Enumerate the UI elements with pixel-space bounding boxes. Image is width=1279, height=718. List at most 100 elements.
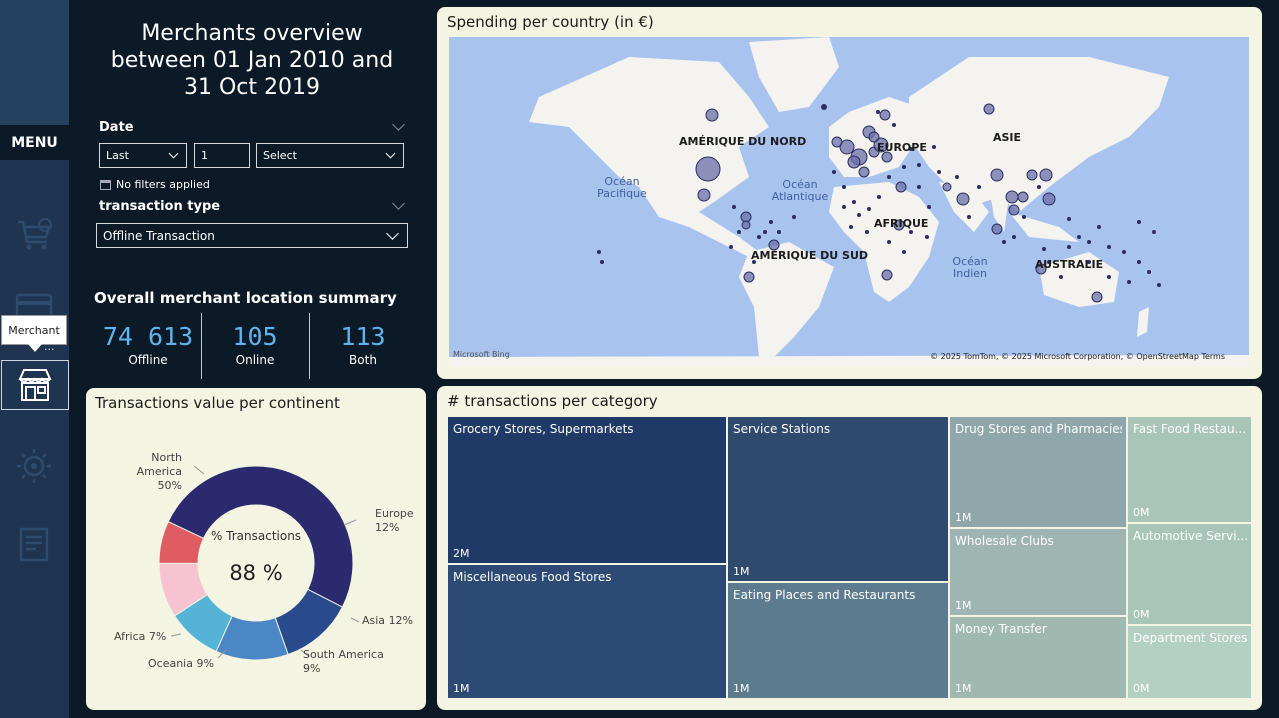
kpi-divider bbox=[201, 313, 202, 379]
donut-label-oceania: Oceania 9% bbox=[148, 657, 214, 671]
donut-leader-line bbox=[300, 649, 309, 657]
treemap-chart[interactable]: Grocery Stores, Supermarkets 2M Miscellane… bbox=[447, 416, 1252, 699]
page-title: Merchants overview between 01 Jan 2010 a… bbox=[110, 21, 394, 100]
more-options-icon[interactable]: ... bbox=[44, 340, 55, 353]
donut-label-name: Oceania bbox=[148, 657, 193, 670]
cart-icon[interactable] bbox=[10, 210, 58, 258]
kpi-offline-label: Offline bbox=[128, 353, 168, 367]
bing-logo: Microsoft Bing bbox=[453, 350, 510, 359]
world-map[interactable]: AMÉRIQUE DU NORD EUROPE ASIE AFRIQUE AMÉ… bbox=[449, 37, 1249, 367]
donut-label-value: 50% bbox=[157, 479, 182, 492]
donut-label-south-america: South America 9% bbox=[303, 648, 384, 676]
map-label-africa: AFRIQUE bbox=[874, 217, 929, 230]
date-count-value: 1 bbox=[201, 149, 208, 162]
map-card: Spending per country (in €) bbox=[437, 7, 1262, 379]
map-land-svg bbox=[449, 37, 1249, 367]
treemap-tile-value: 1M bbox=[733, 682, 750, 695]
donut-label-value: 12% bbox=[388, 614, 414, 627]
no-filters-status: No filters applied bbox=[100, 178, 210, 191]
chevron-down-icon bbox=[385, 148, 396, 159]
treemap-tile-value: 1M bbox=[955, 599, 972, 612]
map-label-australia: AUSTRALIE bbox=[1035, 258, 1104, 271]
donut-slice-africa[interactable] bbox=[158, 521, 205, 564]
donut-leader-line bbox=[217, 649, 227, 659]
sidebar bbox=[0, 0, 69, 718]
cart-icon-svg bbox=[18, 218, 52, 250]
donut-label-europe: Europe 12% bbox=[375, 507, 414, 535]
donut-label-value: 12% bbox=[375, 521, 400, 534]
treemap-tile-value: 2M bbox=[453, 547, 470, 560]
donut-label-name: Africa bbox=[114, 630, 146, 643]
kpi-offline-value: 74 613 bbox=[102, 322, 194, 351]
map-label-north-america: AMÉRIQUE DU NORD bbox=[679, 135, 807, 148]
calendar-icon bbox=[100, 179, 111, 190]
donut-leader-line bbox=[170, 633, 182, 637]
donut-card: Transactions value per continent % Trans… bbox=[86, 388, 426, 710]
map-label-south-america: AMÉRIQUE DU SUD bbox=[751, 249, 869, 262]
summary-title: Overall merchant location summary bbox=[94, 289, 397, 307]
kpi-online-value: 105 bbox=[232, 322, 278, 351]
treemap-tile[interactable]: Grocery Stores, Supermarkets 2M bbox=[447, 416, 727, 564]
donut-label-name: Asia bbox=[362, 614, 386, 627]
map-label-indian: Océan Indien bbox=[952, 255, 988, 280]
treemap-tile[interactable]: Money Transfer 1M bbox=[949, 616, 1127, 699]
donut-center-value: 88 % bbox=[229, 561, 283, 585]
transaction-type-select[interactable]: Offline Transaction bbox=[96, 223, 408, 248]
treemap-tile[interactable]: Eating Places and Restaurants 1M bbox=[727, 582, 949, 699]
treemap-tile-value: 1M bbox=[955, 511, 972, 524]
treemap-tile[interactable]: Automotive Servi... 0M bbox=[1127, 523, 1252, 625]
donut-label-name: Europe bbox=[375, 507, 414, 520]
donut-center-label: % Transactions bbox=[210, 529, 302, 543]
map-credit[interactable]: © 2025 TomTom, © 2025 Microsoft Corporat… bbox=[930, 352, 1225, 361]
kpi-online-label: Online bbox=[235, 353, 275, 367]
donut-label-north-america: North America 50% bbox=[106, 451, 182, 493]
donut-label-name: North America bbox=[136, 451, 182, 478]
donut-title: Transactions value per continent bbox=[95, 394, 340, 412]
type-collapse-icon[interactable] bbox=[392, 197, 405, 210]
map-label-europe: EUROPE bbox=[877, 141, 927, 154]
chevron-down-icon bbox=[168, 148, 179, 159]
treemap-tile-label: Grocery Stores, Supermarkets bbox=[453, 422, 634, 436]
donut-slice-north-america[interactable] bbox=[167, 465, 354, 608]
donut-label-asia: Asia 12% bbox=[362, 614, 413, 628]
store-icon[interactable] bbox=[1, 360, 69, 410]
merchant-tooltip: Merchant bbox=[1, 315, 67, 345]
map-label-atlantic: Océan Atlantique bbox=[771, 178, 829, 203]
donut-leader-line bbox=[350, 617, 360, 623]
treemap-tile-value: 1M bbox=[955, 682, 972, 695]
donut-leader-line bbox=[343, 519, 357, 526]
map-label-pacific: Océan Pacifique bbox=[597, 175, 647, 200]
tooltip-arrow bbox=[28, 344, 42, 352]
treemap-tile[interactable]: Department Stores 0M bbox=[1127, 625, 1252, 699]
menu-button[interactable]: MENU bbox=[0, 125, 69, 160]
treemap-tile[interactable]: Service Stations 1M bbox=[727, 416, 949, 582]
treemap-tile[interactable]: Drug Stores and Pharmacies 1M bbox=[949, 416, 1127, 528]
date-unit-value: Select bbox=[263, 149, 297, 162]
no-filters-text: No filters applied bbox=[116, 178, 210, 191]
date-count-input[interactable]: 1 bbox=[194, 143, 250, 168]
map-label-asia: ASIE bbox=[993, 131, 1022, 144]
treemap-tile-value: 0M bbox=[1133, 608, 1150, 621]
date-collapse-icon[interactable] bbox=[392, 118, 405, 131]
date-filter-label: Date bbox=[99, 120, 134, 135]
report-icon[interactable] bbox=[10, 520, 58, 568]
treemap-tile-value: 1M bbox=[453, 682, 470, 695]
gear-icon[interactable] bbox=[10, 440, 58, 488]
treemap-tile[interactable]: Wholesale Clubs 1M bbox=[949, 528, 1127, 616]
treemap-tile[interactable]: Fast Food Restau... 0M bbox=[1127, 416, 1252, 523]
donut-leader-line bbox=[193, 465, 205, 475]
treemap-tile-value: 1M bbox=[733, 565, 750, 578]
transaction-type-label: transaction type bbox=[99, 199, 221, 214]
treemap-tile-label: Wholesale Clubs bbox=[955, 534, 1054, 548]
donut-label-name: South America bbox=[303, 648, 384, 661]
sidebar-header bbox=[0, 0, 69, 125]
report-icon-svg bbox=[19, 527, 49, 562]
treemap-tile[interactable]: Miscellaneous Food Stores 1M bbox=[447, 564, 727, 699]
donut-label-africa: Africa 7% bbox=[114, 630, 166, 644]
store-icon-svg bbox=[18, 369, 52, 401]
date-unit-select[interactable]: Select bbox=[256, 143, 404, 168]
donut-label-value: 9% bbox=[303, 662, 321, 675]
donut-chart[interactable] bbox=[86, 388, 426, 710]
treemap-tile-label: Department Stores bbox=[1133, 631, 1247, 645]
date-mode-select[interactable]: Last bbox=[99, 143, 187, 168]
